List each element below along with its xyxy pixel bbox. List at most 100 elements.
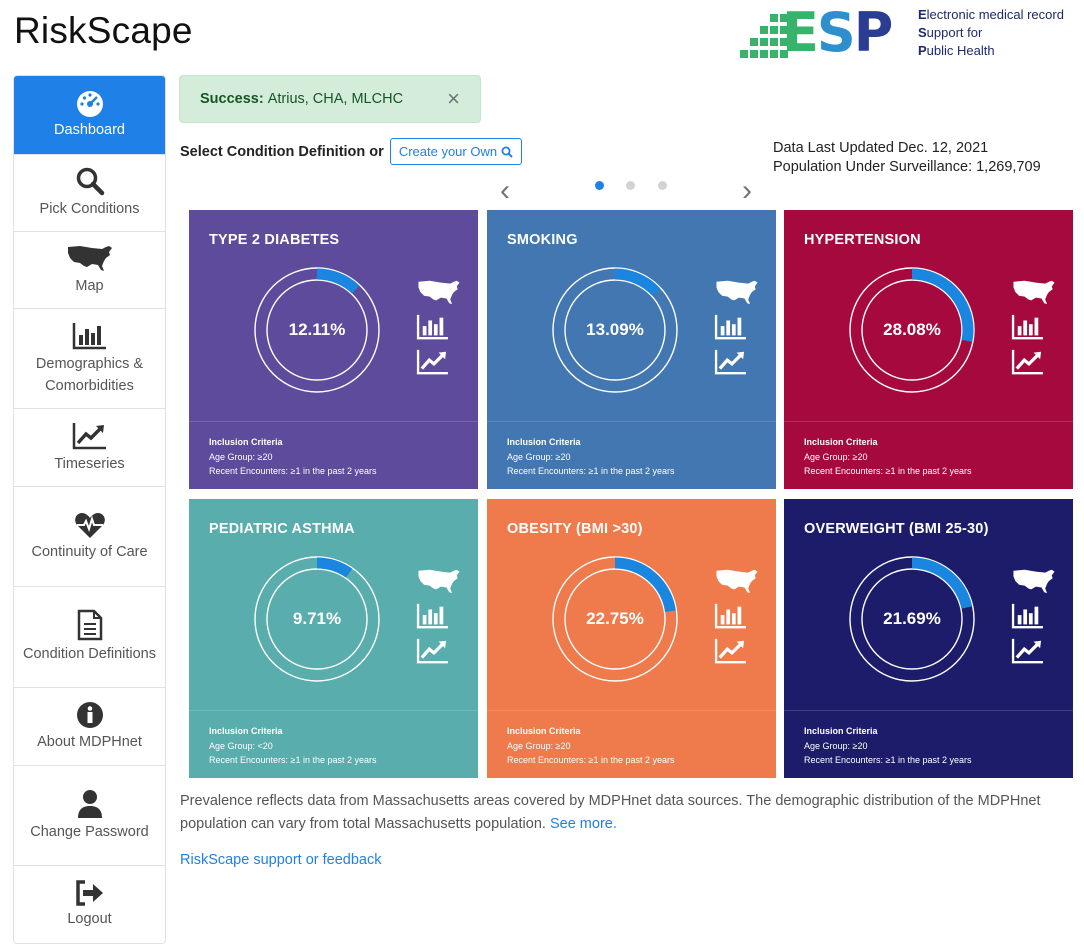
usa-map-icon[interactable] [1010, 278, 1062, 311]
carousel-dot-1[interactable] [595, 181, 604, 190]
inclusion-age-group: Age Group: ≥20 [804, 740, 868, 751]
sidebar-item-label: Logout [67, 910, 112, 927]
sidebar-item-label: Condition Definitions [23, 646, 156, 662]
condition-card-overweight-bmi-25-30[interactable]: OVERWEIGHT (BMI 25-30) 21.69% Inclusion Cr… [784, 499, 1073, 778]
line-chart-icon[interactable] [713, 348, 765, 381]
inclusion-criteria: Inclusion Criteria Age Group: ≥20 Recent E… [487, 421, 776, 489]
card-icons [415, 567, 467, 672]
prevalence-value: 21.69% [883, 609, 941, 628]
inclusion-recent-encounters: Recent Encounters: ≥1 in the past 2 year… [804, 466, 972, 476]
sidebar-item-timeseries[interactable]: Timeseries [14, 409, 165, 487]
sidebar-item-change-password[interactable]: Change Password [14, 766, 165, 866]
prevalence-donut [552, 556, 678, 682]
carousel-next-button[interactable]: › [742, 174, 752, 207]
alert-close-button[interactable]: × [447, 86, 460, 111]
usa-map-icon[interactable] [713, 278, 765, 311]
condition-card-smoking[interactable]: SMOKING 13.09% Inclusion Criteria Age Group… [487, 210, 776, 489]
bar-chart-icon [72, 321, 108, 351]
heartbeat-icon [74, 511, 106, 539]
bar-chart-icon[interactable] [1010, 313, 1062, 346]
line-chart-icon[interactable] [415, 348, 467, 381]
usa-map-icon[interactable] [713, 567, 765, 600]
bar-chart-icon[interactable] [415, 313, 467, 346]
sidebar-item-label: Dashboard [54, 122, 125, 138]
line-chart-icon[interactable] [1010, 348, 1062, 381]
condition-card-obesity-bmi-30[interactable]: OBESITY (BMI >30) 22.75% Inclusion Criteri… [487, 499, 776, 778]
condition-card-pediatric-asthma[interactable]: PEDIATRIC ASTHMA 9.71% Inclusion Criteria A… [189, 499, 478, 778]
esp-logo: ESP Electronic medical record Support fo… [740, 4, 1080, 64]
sidebar-item-map[interactable]: Map [14, 232, 165, 309]
usa-map-icon[interactable] [415, 567, 467, 600]
inclusion-age-group: Age Group: ≥20 [209, 451, 273, 462]
see-more-link[interactable]: See more. [549, 816, 617, 832]
usa-map-icon[interactable] [1010, 567, 1062, 600]
data-last-updated: Data Last Updated Dec. 12, 2021 [773, 140, 989, 156]
inclusion-age-group: Age Group: ≥20 [507, 740, 571, 751]
sidebar-item-dashboard[interactable]: Dashboard [14, 76, 165, 155]
inclusion-recent-encounters: Recent Encounters: ≥1 in the past 2 year… [804, 755, 972, 765]
bar-chart-icon[interactable] [713, 602, 765, 635]
support-feedback-link[interactable]: RiskScape support or feedback [180, 852, 382, 868]
inclusion-age-group: Age Group: ≥20 [507, 451, 571, 462]
inclusion-criteria: Inclusion Criteria Age Group: ≥20 Recent E… [784, 710, 1073, 778]
inclusion-age-group: Age Group: <20 [209, 740, 273, 751]
usa-map-icon [66, 243, 114, 273]
card-icons [1010, 278, 1062, 383]
population-under-surveillance: Population Under Surveillance: 1,269,709 [773, 159, 1041, 175]
data-info: Data Last Updated Dec. 12, 2021 Populati… [773, 139, 1041, 177]
bar-chart-icon[interactable] [1010, 602, 1062, 635]
alert-message: Atrius, CHA, MLCHC [267, 91, 404, 107]
carousel-dot-2[interactable] [626, 181, 635, 190]
sidebar-item-pick-conditions[interactable]: Pick Conditions [14, 155, 165, 232]
card-title: OVERWEIGHT (BMI 25-30) [804, 521, 989, 537]
card-title: OBESITY (BMI >30) [507, 521, 643, 537]
sidebar-item-demographics[interactable]: Demographics & Comorbidities [14, 309, 165, 409]
sidebar-item-label: Continuity of Care [31, 543, 148, 560]
sidebar-item-about[interactable]: About MDPHnet [14, 688, 165, 766]
inclusion-recent-encounters: Recent Encounters: ≥1 in the past 2 year… [209, 466, 377, 476]
carousel-prev-button[interactable]: ‹ [500, 174, 510, 207]
line-chart-icon[interactable] [713, 637, 765, 670]
inclusion-criteria-title: Inclusion Criteria [804, 437, 878, 447]
document-icon [77, 609, 103, 641]
card-title: SMOKING [507, 232, 578, 248]
condition-card-hypertension[interactable]: HYPERTENSION 28.08% Inclusion Criteria Age … [784, 210, 1073, 489]
card-title: TYPE 2 DIABETES [209, 232, 340, 248]
inclusion-recent-encounters: Recent Encounters: ≥1 in the past 2 year… [507, 755, 675, 765]
inclusion-criteria-title: Inclusion Criteria [209, 726, 283, 736]
prevalence-arc [255, 268, 379, 392]
line-chart-icon[interactable] [415, 637, 467, 670]
card-title: PEDIATRIC ASTHMA [209, 521, 355, 537]
gauge-icon [74, 89, 106, 117]
card-icons [713, 278, 765, 383]
search-icon [501, 146, 513, 158]
condition-select-row: Select Condition Definition or Create yo… [180, 138, 523, 165]
bar-chart-icon[interactable] [415, 602, 467, 635]
prevalence-arc [553, 268, 677, 392]
esp-logo-dots-icon [740, 14, 788, 58]
inclusion-criteria: Inclusion Criteria Age Group: ≥20 Recent E… [189, 421, 478, 489]
bar-chart-icon[interactable] [713, 313, 765, 346]
line-chart-icon [72, 421, 108, 451]
prevalence-donut [254, 267, 380, 393]
sidebar-item-logout[interactable]: Logout [14, 866, 165, 943]
sidebar-item-continuity-of-care[interactable]: Continuity of Care [14, 487, 165, 587]
prevalence-note-text: Prevalence reflects data from Massachuse… [180, 793, 1041, 832]
line-chart-icon[interactable] [1010, 637, 1062, 670]
create-your-own-button[interactable]: Create your Own [389, 138, 523, 165]
carousel-dot-3[interactable] [658, 181, 667, 190]
sidebar-item-label: Map [75, 278, 104, 294]
sidebar-item-label: Change Password [30, 823, 149, 840]
esp-logo-text: Electronic medical record Support for Pu… [918, 7, 1064, 58]
condition-card-grid: TYPE 2 DIABETES 12.11% Inclusion Criteria A… [189, 210, 1073, 778]
inclusion-criteria-title: Inclusion Criteria [507, 726, 581, 736]
user-icon [77, 789, 103, 819]
sidebar-item-label: Demographics & Comorbidities [35, 355, 144, 394]
sidebar: Dashboard Pick Conditions Map Demographi… [13, 75, 166, 944]
prevalence-value: 9.71% [292, 609, 342, 628]
sidebar-item-condition-definitions[interactable]: Condition Definitions [14, 587, 165, 688]
alert-strong: Success: [200, 91, 264, 107]
usa-map-icon[interactable] [415, 278, 467, 311]
condition-card-type-2-diabetes[interactable]: TYPE 2 DIABETES 12.11% Inclusion Criteria A… [189, 210, 478, 489]
inclusion-age-group: Age Group: ≥20 [804, 451, 868, 462]
